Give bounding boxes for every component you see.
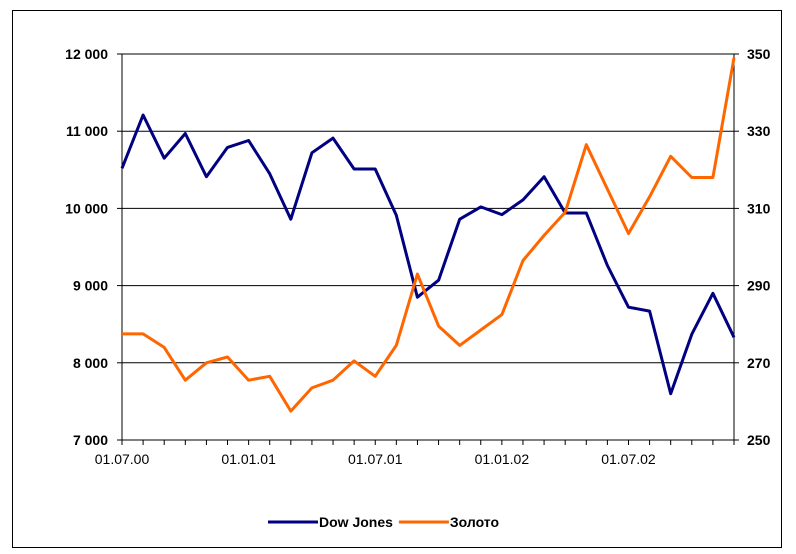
x-tick-label: 01.07.02 [601, 451, 656, 467]
y-left-tick-label: 10 000 [65, 200, 108, 216]
y-right-tick-label: 290 [747, 278, 771, 294]
legend-label: Dow Jones [319, 514, 393, 530]
y-right-tick-label: 350 [747, 46, 771, 62]
y-left-tick-label: 8 000 [73, 355, 108, 371]
y-right-tick-label: 310 [747, 200, 771, 216]
x-tick-label: 01.01.02 [475, 451, 530, 467]
y-left-tick-label: 9 000 [73, 278, 108, 294]
y-right-tick-label: 330 [747, 123, 771, 139]
x-tick-label: 01.07.01 [348, 451, 403, 467]
chart-frame [12, 10, 782, 548]
tick-labels: 7 000 8 000 9 000 10 000 11 000 12 000 250 270 2… [65, 46, 770, 467]
y-left-tick-label: 12 000 [65, 46, 108, 62]
y-right-tick-label: 250 [747, 432, 771, 448]
y-right-tick-label: 270 [747, 355, 771, 371]
x-tick-label: 01.07.00 [95, 451, 150, 467]
legend: Dow Jones Золото [268, 514, 499, 530]
grid-lines [122, 53, 734, 364]
axes [117, 53, 739, 445]
legend-label: Золото [450, 514, 499, 530]
y-left-tick-label: 11 000 [66, 123, 108, 139]
y-left-tick-label: 7 000 [73, 432, 108, 448]
gold-series-line [122, 57, 736, 413]
series-lines [120, 57, 736, 413]
x-tick-label: 01.01.01 [221, 451, 276, 467]
dow-jones-series-line [120, 113, 736, 396]
